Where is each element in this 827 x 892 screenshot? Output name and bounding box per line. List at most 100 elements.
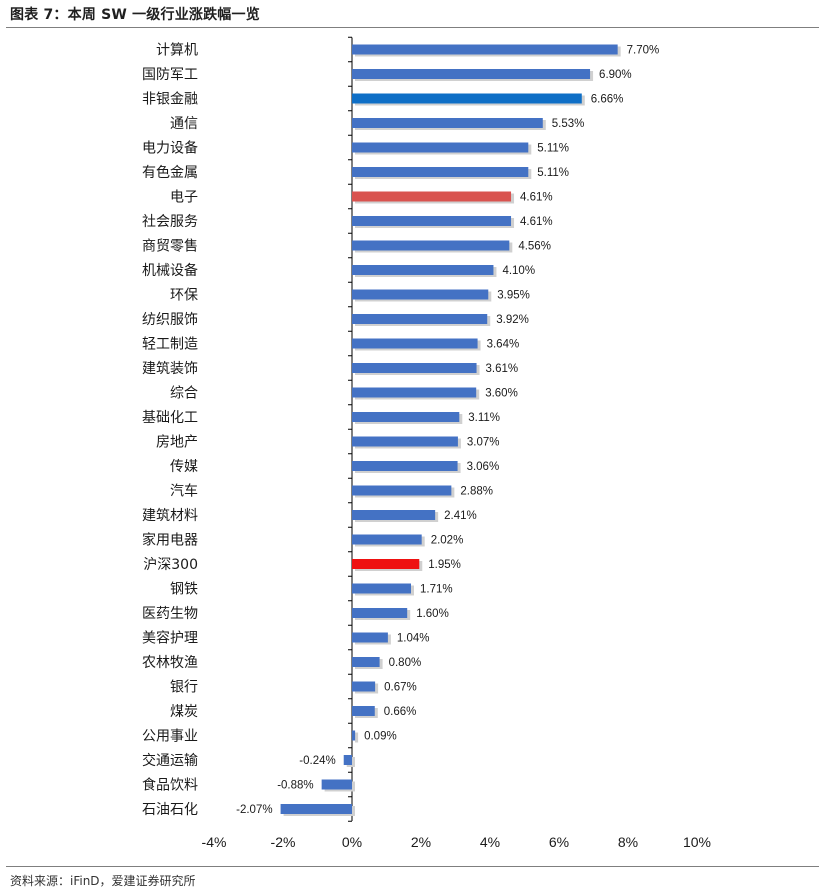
value-label: 4.56% bbox=[518, 241, 551, 253]
x-tick-label: -4% bbox=[202, 834, 227, 850]
category-label: 公用事业 bbox=[142, 729, 198, 745]
bottom-rule bbox=[6, 866, 819, 867]
value-label: 3.61% bbox=[486, 363, 519, 375]
category-label: 传媒 bbox=[170, 459, 198, 475]
category-label: 建筑材料 bbox=[142, 508, 198, 524]
value-label: 2.41% bbox=[444, 510, 477, 522]
category-label: 医药生物 bbox=[142, 606, 198, 622]
category-label: 国防军工 bbox=[142, 67, 198, 83]
bar-非银金融 bbox=[352, 93, 582, 104]
x-tick-label: 2% bbox=[411, 834, 431, 850]
bar-银行 bbox=[352, 681, 376, 692]
category-label: 通信 bbox=[170, 116, 198, 132]
value-label: 5.53% bbox=[552, 118, 585, 130]
bar-石油石化 bbox=[280, 804, 352, 814]
source-note: 资料来源：iFinD，爱建证券研究所 bbox=[10, 874, 196, 888]
category-label: 石油石化 bbox=[142, 802, 198, 818]
value-label: 2.88% bbox=[460, 486, 493, 498]
bar-房地产 bbox=[352, 436, 458, 447]
x-tick-label: 8% bbox=[618, 834, 638, 850]
x-tick-label: -2% bbox=[271, 834, 296, 850]
category-label: 房地产 bbox=[156, 435, 198, 451]
value-label: 4.10% bbox=[502, 265, 535, 277]
bar-食品饮料 bbox=[321, 779, 352, 790]
value-label: 1.95% bbox=[428, 559, 461, 571]
value-label: -2.07% bbox=[236, 804, 272, 816]
bar-家用电器 bbox=[352, 534, 422, 545]
category-label: 电力设备 bbox=[142, 140, 198, 157]
bar-交通运输 bbox=[343, 755, 352, 765]
value-label: 3.07% bbox=[467, 437, 500, 449]
value-label: 4.61% bbox=[520, 216, 553, 228]
bar-国防军工 bbox=[352, 69, 591, 79]
value-label: 3.60% bbox=[485, 388, 518, 400]
category-label: 食品饮料 bbox=[142, 777, 198, 794]
bar-电子 bbox=[352, 191, 512, 202]
bar-公用事业 bbox=[352, 730, 356, 741]
bar-环保 bbox=[352, 289, 489, 300]
value-label: 0.80% bbox=[389, 657, 422, 669]
category-label: 建筑装饰 bbox=[142, 361, 198, 377]
x-tick-label: 4% bbox=[480, 834, 500, 850]
bar-轻工制造 bbox=[352, 338, 478, 349]
value-label: 1.71% bbox=[420, 584, 453, 596]
value-label: 6.90% bbox=[599, 69, 632, 81]
value-label: -0.88% bbox=[277, 780, 313, 792]
bar-计算机 bbox=[352, 44, 618, 55]
category-label: 家用电器 bbox=[142, 532, 198, 549]
value-label: 1.60% bbox=[416, 608, 449, 620]
bar-医药生物 bbox=[352, 608, 408, 618]
x-tick-label: 6% bbox=[549, 834, 569, 850]
value-label: 1.04% bbox=[397, 633, 430, 645]
bar-机械设备 bbox=[352, 265, 494, 275]
x-tick-label: 10% bbox=[683, 834, 711, 850]
x-tick-label: 0% bbox=[342, 834, 362, 850]
category-label: 汽车 bbox=[170, 483, 198, 500]
bar-汽车 bbox=[352, 485, 452, 496]
bar-基础化工 bbox=[352, 412, 460, 422]
bar-煤炭 bbox=[352, 706, 375, 716]
category-label: 美容护理 bbox=[142, 630, 198, 647]
value-label: 3.64% bbox=[487, 339, 520, 351]
category-label: 交通运输 bbox=[142, 752, 198, 769]
category-label: 社会服务 bbox=[142, 214, 198, 230]
bar-建筑材料 bbox=[352, 510, 436, 520]
value-label: 0.66% bbox=[384, 706, 417, 718]
value-label: 4.61% bbox=[520, 192, 553, 204]
bar-电力设备 bbox=[352, 142, 529, 153]
value-label: 5.11% bbox=[537, 143, 569, 155]
chart-title: 图表 7：本周 SW 一级行业涨跌幅一览 bbox=[10, 7, 260, 23]
value-label: 7.70% bbox=[627, 45, 660, 57]
category-label: 农林牧渔 bbox=[142, 655, 198, 671]
bar-美容护理 bbox=[352, 632, 388, 643]
category-label: 电子 bbox=[170, 190, 198, 206]
bar-通信 bbox=[352, 118, 543, 128]
category-label: 银行 bbox=[170, 680, 198, 696]
value-label: 3.95% bbox=[497, 290, 530, 302]
bar-建筑装饰 bbox=[352, 363, 477, 373]
value-label: 3.11% bbox=[468, 412, 500, 424]
category-label: 有色金属 bbox=[142, 164, 198, 181]
value-label: 5.11% bbox=[537, 167, 569, 179]
category-label: 非银金融 bbox=[142, 92, 198, 108]
category-label: 综合 bbox=[170, 386, 198, 402]
category-label: 轻工制造 bbox=[142, 337, 198, 353]
bar-钢铁 bbox=[352, 583, 411, 594]
bar-农林牧渔 bbox=[352, 657, 380, 667]
bar-有色金属 bbox=[352, 167, 529, 177]
value-label: 3.06% bbox=[467, 461, 500, 473]
category-label: 环保 bbox=[170, 288, 198, 304]
bar-沪深300 bbox=[352, 559, 420, 569]
bar-综合 bbox=[352, 387, 477, 398]
category-label: 纺织服饰 bbox=[142, 312, 198, 328]
category-label: 基础化工 bbox=[142, 409, 198, 426]
value-label: -0.24% bbox=[299, 755, 335, 767]
bar-商贸零售 bbox=[352, 240, 510, 251]
category-label: 煤炭 bbox=[170, 704, 198, 720]
category-label: 机械设备 bbox=[142, 262, 198, 279]
category-label: 计算机 bbox=[156, 43, 198, 59]
value-label: 6.66% bbox=[591, 94, 624, 106]
category-label: 商贸零售 bbox=[142, 239, 198, 255]
bar-纺织服饰 bbox=[352, 314, 488, 324]
